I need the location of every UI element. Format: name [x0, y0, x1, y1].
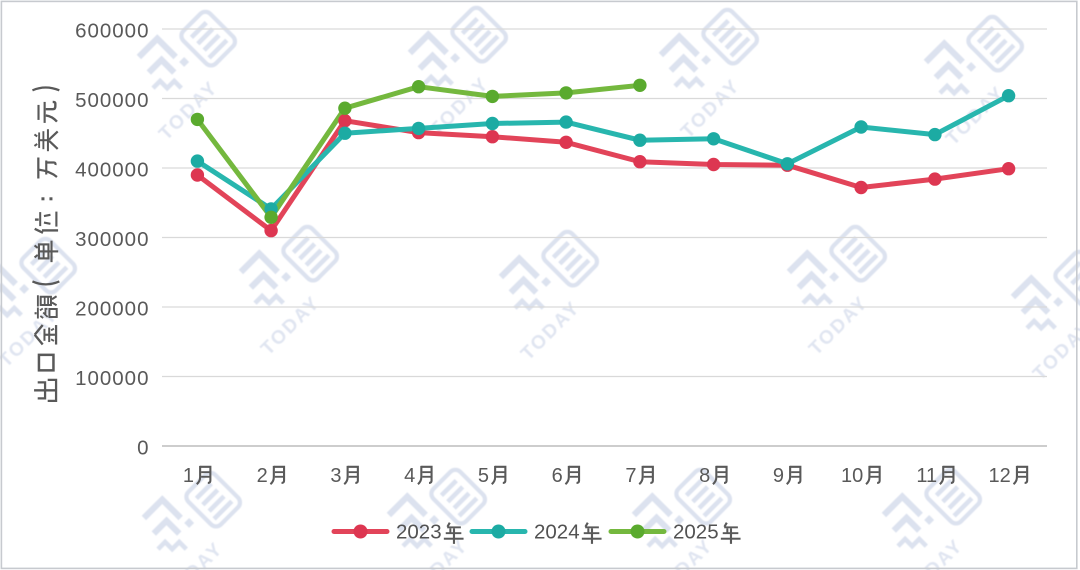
svg-text:400000: 400000: [75, 159, 149, 182]
svg-text:4: 4: [404, 465, 415, 487]
svg-text:2024: 2024: [534, 521, 580, 544]
svg-text:2025: 2025: [673, 521, 719, 544]
svg-text:7: 7: [625, 465, 636, 487]
svg-text:6: 6: [552, 465, 563, 487]
svg-text:12: 12: [989, 465, 1011, 487]
svg-text:500000: 500000: [75, 89, 149, 112]
svg-text:11: 11: [916, 465, 937, 487]
svg-text:600000: 600000: [75, 20, 149, 43]
svg-text:1: 1: [183, 465, 194, 487]
svg-text:0: 0: [137, 437, 149, 460]
svg-text:5: 5: [478, 465, 489, 487]
svg-text:3: 3: [330, 465, 341, 487]
svg-text:2: 2: [257, 465, 268, 487]
svg-text:8: 8: [699, 465, 710, 487]
svg-text:300000: 300000: [75, 228, 149, 251]
svg-text:200000: 200000: [75, 298, 149, 321]
svg-text:9: 9: [773, 465, 784, 487]
svg-text:10: 10: [841, 465, 863, 487]
svg-text:2023: 2023: [396, 521, 442, 544]
svg-text:100000: 100000: [75, 367, 149, 390]
